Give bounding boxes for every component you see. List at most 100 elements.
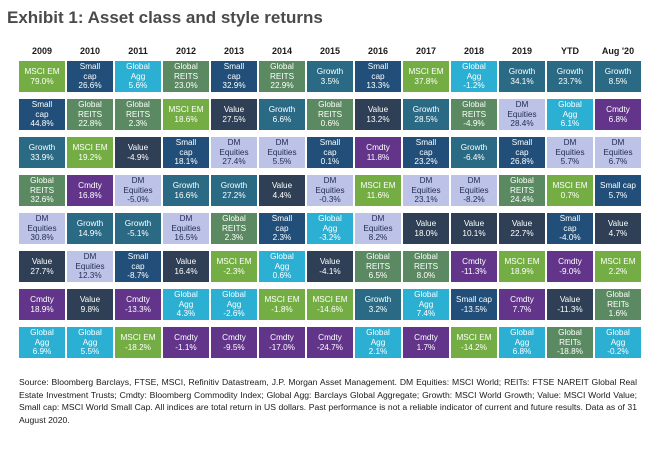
return-value: 32.6% — [30, 195, 54, 205]
return-value: 7.7% — [512, 304, 532, 314]
return-value: -18.8% — [557, 347, 583, 357]
asset-class-label: cap — [371, 71, 385, 81]
return-cell: MSCI EM 19.2% — [67, 137, 113, 168]
return-cell: Small cap 18.1% — [163, 137, 209, 168]
return-cell: Growth 23.7% — [547, 61, 593, 92]
asset-class-label: Global — [126, 100, 150, 110]
return-value: 27.5% — [222, 114, 246, 124]
asset-class-label: REITS — [413, 261, 439, 271]
return-cell: Growth 16.6% — [163, 175, 209, 206]
return-cell: Global Agg 2.1% — [355, 327, 401, 358]
return-cell: Value 10.1% — [451, 213, 497, 244]
return-value: 0.6% — [272, 271, 292, 281]
return-cell: Growth 14.9% — [67, 213, 113, 244]
return-value: -13.3% — [125, 304, 151, 314]
return-value: 1.6% — [608, 309, 628, 319]
return-cell: Cmdty 11.8% — [355, 137, 401, 168]
return-value: -11.3% — [461, 266, 487, 276]
return-cell: Global Agg 4.3% — [163, 289, 209, 320]
return-cell: MSCI EM 37.8% — [403, 61, 449, 92]
asset-class-label: Agg — [274, 261, 290, 271]
asset-class-label: Small — [415, 138, 437, 148]
return-value: 6.6% — [272, 114, 292, 124]
asset-class-label: cap — [227, 71, 241, 81]
asset-class-label: Agg — [178, 299, 194, 309]
asset-class-label: DM — [563, 138, 577, 148]
return-value: -0.3% — [319, 195, 341, 205]
return-cell: Global Agg 6.9% — [19, 327, 65, 358]
asset-class-label: DM — [371, 214, 385, 224]
return-value: 22.9% — [270, 81, 294, 91]
asset-class-label: Small — [559, 214, 581, 224]
return-value: 3.2% — [368, 304, 388, 314]
return-cell: Growth 34.1% — [499, 61, 545, 92]
asset-class-label: Equities — [507, 109, 537, 119]
asset-class-label: Equities — [267, 147, 297, 157]
asset-class-label: MSCI EM — [120, 333, 156, 343]
return-value: -0.2% — [607, 347, 629, 357]
return-value: 2.1% — [368, 347, 388, 357]
asset-class-label: cap — [35, 109, 49, 119]
return-cell: Small cap 23.2% — [403, 137, 449, 168]
asset-class-label: MSCI EM — [72, 143, 108, 153]
asset-class-label: REITS — [317, 109, 343, 119]
asset-class-label: Growth — [124, 219, 152, 229]
return-cell: Small cap -13.5% — [451, 289, 497, 320]
return-value: 18.1% — [174, 157, 198, 167]
return-value: 23.2% — [414, 157, 438, 167]
return-cell: Small cap -8.7% — [115, 251, 161, 282]
return-cell: Global REITS 24.4% — [499, 175, 545, 206]
asset-class-label: MSCI EM — [408, 67, 444, 77]
return-value: 16.5% — [174, 233, 198, 243]
asset-class-label: Small — [271, 214, 293, 224]
return-value: 33.9% — [30, 152, 54, 162]
asset-class-label: Growth — [412, 105, 440, 115]
return-value: 11.6% — [366, 190, 390, 200]
asset-class-label: DM — [611, 138, 625, 148]
return-value: 7.4% — [416, 309, 436, 319]
year-header: 2015 — [319, 46, 341, 56]
return-value: 12.3% — [78, 271, 102, 281]
return-cell: DM Equities 28.4% — [499, 99, 545, 130]
asset-class-label: REITS — [365, 261, 391, 271]
asset-class-label: Agg — [514, 337, 530, 347]
return-value: 6.1% — [560, 119, 580, 129]
return-value: -8.2% — [463, 195, 485, 205]
return-value: 23.1% — [414, 195, 438, 205]
return-cell: Growth 33.9% — [19, 137, 65, 168]
return-cell: Global REITS 22.8% — [67, 99, 113, 130]
return-cell: Global REITs 1.6% — [595, 289, 641, 320]
return-cell: MSCI EM 11.6% — [355, 175, 401, 206]
asset-class-label: MSCI EM — [504, 257, 540, 267]
return-value: -4.1% — [319, 266, 341, 276]
asset-class-label: Growth — [268, 105, 296, 115]
asset-class-label: Small cap — [600, 181, 636, 191]
return-cell: DM Equities 23.1% — [403, 175, 449, 206]
asset-class-label: Equities — [171, 223, 201, 233]
return-cell: Value 4.4% — [259, 175, 305, 206]
year-header: 2019 — [511, 46, 533, 56]
return-value: 5.7% — [560, 157, 580, 167]
asset-class-label: Value — [415, 219, 437, 229]
asset-class-label: Global — [606, 290, 630, 300]
return-value: 34.1% — [510, 76, 534, 86]
asset-class-label: DM — [515, 100, 529, 110]
asset-class-label: Equities — [555, 147, 585, 157]
asset-class-label: Global — [558, 328, 582, 338]
asset-class-label: Cmdty — [222, 333, 246, 343]
asset-class-label: Cmdty — [606, 105, 630, 115]
return-cell: Global REITS 2.3% — [211, 213, 257, 244]
return-value: 3.5% — [320, 76, 340, 86]
year-header: 2009 — [31, 46, 53, 56]
asset-class-label: Cmdty — [318, 333, 342, 343]
asset-class-label: Equities — [27, 223, 57, 233]
asset-class-label: Growth — [364, 295, 392, 305]
asset-class-label: Value — [271, 181, 293, 191]
return-value: 4.3% — [176, 309, 196, 319]
return-cell: Growth 3.5% — [307, 61, 353, 92]
asset-class-label: Small — [223, 62, 245, 72]
asset-class-label: cap — [275, 223, 289, 233]
return-value: 2.3% — [128, 119, 148, 129]
return-value: 19.2% — [78, 152, 102, 162]
asset-class-label: Value — [511, 219, 533, 229]
